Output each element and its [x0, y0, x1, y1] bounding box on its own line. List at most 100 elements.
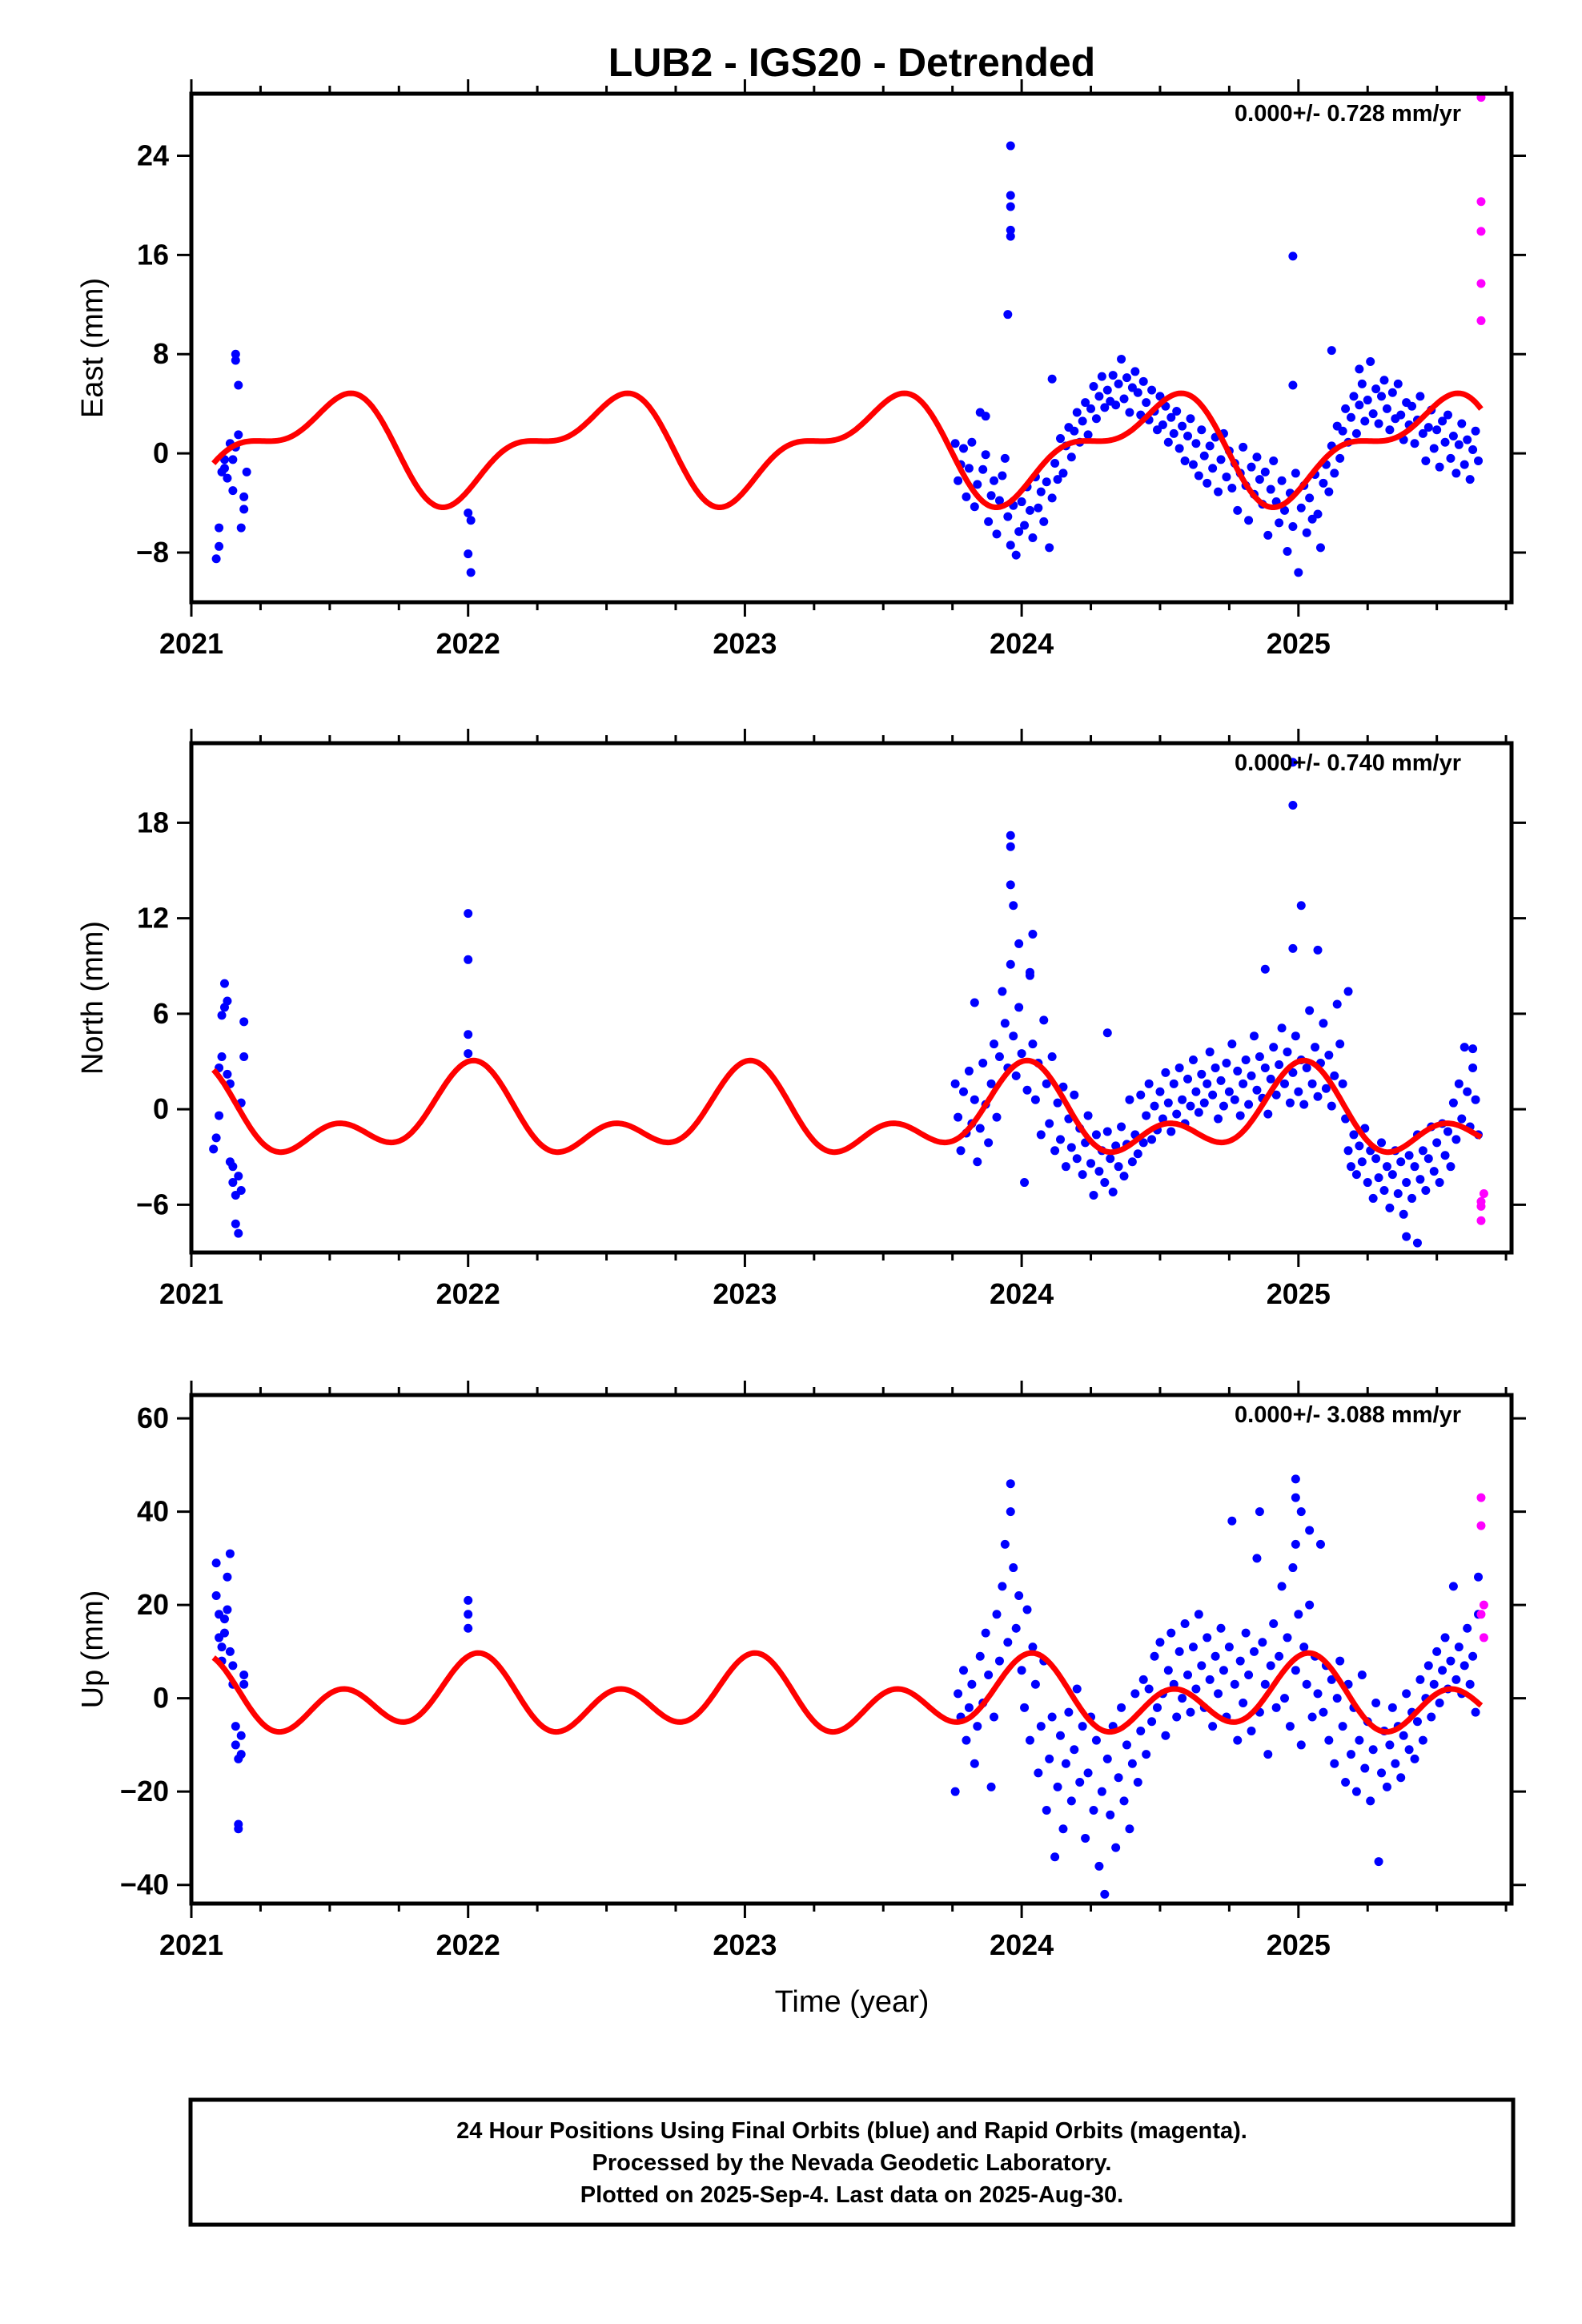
final-orbit-point — [1446, 453, 1456, 463]
final-orbit-point — [1163, 1098, 1173, 1108]
final-orbit-point — [986, 491, 996, 501]
panels-group: 24 16 8 0 −8 2021 2022 2023 2024 2025 East (mm) 0.0… — [76, 79, 1526, 1961]
final-orbit-point — [1025, 1735, 1034, 1745]
final-orbit-point — [1463, 1087, 1472, 1096]
final-orbit-point — [1239, 1698, 1248, 1707]
final-orbit-point — [1197, 425, 1207, 435]
final-orbit-point — [1266, 1661, 1275, 1671]
panel-north: 18 12 6 0 −6 2021 2022 2023 2024 2025 North (mm) 0.… — [76, 729, 1526, 1310]
y-tick-label: 60 — [137, 1401, 169, 1434]
final-orbit-point — [1108, 1187, 1118, 1196]
final-orbit-point — [1305, 1006, 1315, 1015]
final-orbit-point — [1319, 478, 1328, 488]
final-orbit-point — [986, 1079, 996, 1088]
final-orbit-point — [1056, 1135, 1066, 1144]
final-orbit-point — [211, 1558, 221, 1568]
final-orbit-point — [950, 439, 960, 448]
final-orbit-point — [1241, 1055, 1251, 1065]
final-orbit-point — [239, 1671, 249, 1680]
final-orbit-point — [1000, 1539, 1010, 1549]
final-orbit-point — [1047, 1052, 1057, 1062]
x-tick-label: 2025 — [1267, 1928, 1331, 1961]
final-orbit-point — [1203, 1079, 1212, 1088]
final-orbit-point — [1357, 379, 1367, 388]
final-orbit-point — [1288, 1563, 1298, 1573]
final-orbit-point — [1161, 1068, 1170, 1077]
final-orbit-point — [1178, 1694, 1187, 1703]
final-orbit-point — [1006, 541, 1015, 550]
final-orbit-point — [1249, 1647, 1259, 1656]
final-orbit-point — [1174, 1647, 1184, 1656]
rapid-orbit-point — [1476, 279, 1486, 288]
final-orbit-point — [1302, 1679, 1311, 1689]
final-orbit-point — [1172, 1712, 1182, 1722]
y-tick-label: 6 — [153, 997, 169, 1030]
final-orbit-point — [1421, 456, 1431, 465]
final-orbit-point — [1343, 1146, 1353, 1156]
final-orbit-point — [1138, 1675, 1148, 1684]
caption-line-2: Processed by the Nevada Geodetic Laborat… — [592, 2150, 1112, 2176]
final-orbit-point — [219, 1628, 229, 1638]
seasonal-model-line — [211, 1057, 1483, 1156]
final-orbit-point — [1006, 225, 1015, 235]
final-orbit-point — [1415, 1175, 1425, 1184]
y-tick-label: 0 — [153, 1682, 169, 1715]
final-orbit-point — [1089, 1805, 1098, 1815]
final-orbit-point — [1288, 758, 1298, 767]
final-orbit-point — [1233, 1066, 1243, 1076]
final-orbit-point — [228, 486, 238, 496]
final-orbit-point — [1266, 485, 1275, 494]
final-orbit-point — [1407, 401, 1417, 411]
final-orbit-point — [236, 1185, 246, 1195]
final-orbit-point — [1468, 1651, 1478, 1661]
final-orbit-point — [992, 1610, 1002, 1619]
final-orbit-point — [1191, 1087, 1201, 1096]
final-orbit-point — [964, 1703, 974, 1712]
final-orbit-point — [219, 1614, 229, 1624]
final-orbit-point — [1471, 426, 1480, 436]
final-orbit-point — [954, 1112, 963, 1122]
y-tick-label: 20 — [137, 1588, 169, 1621]
final-orbit-point — [1047, 374, 1057, 384]
final-orbit-point — [464, 1049, 473, 1059]
final-orbit-point — [1382, 1782, 1391, 1791]
final-orbit-point — [1346, 412, 1355, 422]
final-orbit-point — [1271, 1703, 1281, 1712]
final-orbit-point — [1006, 202, 1015, 211]
final-orbit-point — [959, 1087, 969, 1096]
final-orbit-point — [1465, 1679, 1475, 1689]
rapid-orbit-point — [1479, 1633, 1488, 1642]
final-orbit-point — [1070, 426, 1079, 436]
plot-area-north — [209, 758, 1488, 1248]
final-orbit-point — [1127, 1157, 1137, 1167]
final-orbit-point — [219, 464, 229, 473]
final-orbit-point — [1291, 1474, 1300, 1484]
final-orbit-point — [1056, 1731, 1066, 1740]
final-orbit-point — [1280, 1079, 1290, 1088]
final-orbit-point — [1163, 437, 1173, 447]
final-orbit-point — [1224, 1087, 1234, 1096]
final-orbit-point — [1313, 1689, 1323, 1699]
final-orbit-point — [973, 480, 982, 489]
final-orbit-point — [1418, 1146, 1427, 1156]
final-orbit-point — [1377, 1138, 1387, 1148]
final-orbit-point — [1020, 521, 1030, 530]
final-orbit-point — [950, 1787, 960, 1796]
final-orbit-point — [228, 1178, 238, 1188]
final-orbit-point — [1239, 1079, 1248, 1088]
final-orbit-point — [1452, 468, 1461, 478]
final-orbit-point — [1448, 431, 1458, 440]
y-tick-label: 0 — [153, 1092, 169, 1125]
final-orbit-point — [1133, 1778, 1142, 1787]
final-orbit-point — [1302, 1063, 1311, 1072]
final-orbit-point — [464, 955, 473, 964]
final-orbit-point — [1244, 1671, 1254, 1680]
final-orbit-point — [1147, 1135, 1157, 1144]
final-orbit-point — [1263, 1750, 1273, 1759]
x-tick-label: 2022 — [436, 1928, 500, 1961]
final-orbit-point — [1197, 1069, 1207, 1079]
final-orbit-point — [1288, 801, 1298, 810]
final-orbit-point — [1288, 943, 1298, 953]
final-orbit-point — [1028, 533, 1038, 542]
